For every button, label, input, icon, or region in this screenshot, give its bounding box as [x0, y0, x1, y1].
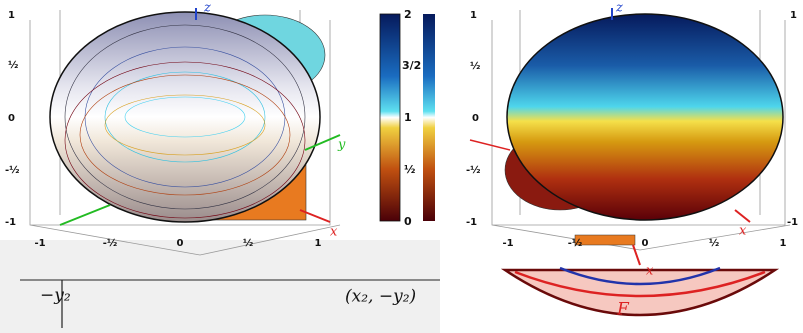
label: (x₂, −y₂)	[345, 287, 416, 307]
tick-label: -½	[466, 165, 481, 176]
curve	[514, 270, 766, 298]
axis-label: x	[739, 224, 747, 239]
tick-label: -1	[787, 217, 798, 228]
colorbar	[379, 13, 401, 222]
axis-label: y	[337, 138, 346, 153]
axis-label: x	[646, 264, 654, 279]
colorbar-label: 2	[404, 8, 412, 21]
tick-label: -½	[568, 238, 583, 249]
tick-label: -½	[103, 238, 118, 249]
tick-label: -½	[5, 165, 20, 176]
label: −y₂	[40, 286, 71, 306]
tick-label: ½	[470, 61, 480, 72]
colorbar-label: 3/2	[402, 59, 421, 72]
colorbar-secondary	[423, 14, 435, 221]
tick-label: -1	[466, 217, 477, 228]
right-plot	[469, 8, 791, 266]
tick-label: 1	[315, 238, 322, 249]
tick-label: 0	[8, 113, 15, 124]
axis-label: z	[615, 1, 623, 16]
tick-label: 0	[472, 113, 479, 124]
tick-label: -1	[502, 238, 513, 249]
tick-label: 0	[642, 238, 649, 249]
label: F	[616, 300, 630, 320]
tick-label: 1	[470, 10, 477, 21]
tick-label: -1	[5, 217, 16, 228]
colorbar-label: 0	[404, 215, 412, 228]
region-f	[500, 268, 780, 317]
axis-label: x	[330, 225, 338, 240]
tick-label: 1	[790, 10, 797, 21]
tick-label: 1	[780, 238, 787, 249]
backdrop	[0, 240, 440, 333]
axis-label: z	[203, 1, 211, 16]
curve	[559, 266, 721, 286]
tick-label: 0	[177, 238, 184, 249]
tick-label: 1	[8, 10, 15, 21]
left-plot	[29, 8, 341, 256]
colorbar-label: ½	[404, 163, 415, 176]
tick-label: ½	[243, 238, 253, 249]
tick-label: ½	[8, 60, 18, 71]
tick-label: ½	[709, 238, 719, 249]
tick-label: -1	[34, 238, 45, 249]
colorbar-label: 1	[404, 111, 412, 124]
